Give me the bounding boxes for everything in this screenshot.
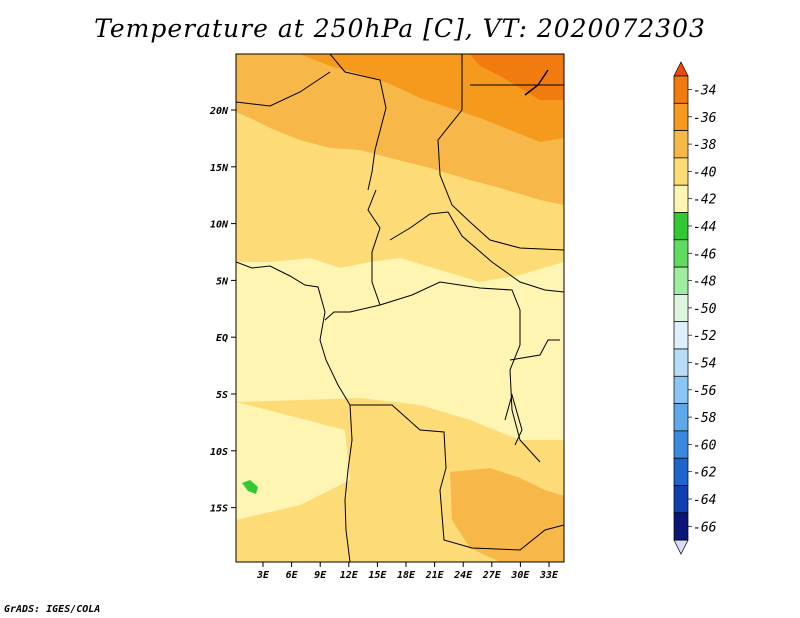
border-6 (379, 281, 541, 463)
lat-label: EQ (216, 333, 228, 344)
colorbar-cell (673, 430, 689, 459)
colorbar-label: -60 (693, 438, 717, 453)
border-3 (236, 71, 331, 107)
colorbar-label: -44 (693, 220, 716, 235)
colorbar-label: -42 (693, 193, 717, 208)
lat-label: 10N (210, 220, 229, 231)
border-2 (437, 54, 564, 251)
border-9 (509, 339, 560, 361)
border-5 (389, 211, 564, 293)
latitude-axis: 20N 15N 10N 5N EQ 5S 10S 15S (209, 106, 236, 515)
border-4 (324, 189, 381, 321)
lon-label: 24E (453, 570, 473, 581)
colorbar-bottom-arrow (673, 539, 689, 555)
colorbar-cell (673, 75, 689, 104)
field-band-34 (470, 54, 564, 100)
temperature-field (236, 54, 564, 562)
colorbar-label: -46 (693, 247, 717, 262)
colorbar-cell (673, 212, 689, 241)
colorbar-cell (673, 403, 689, 432)
lat-label: 5N (216, 276, 229, 287)
lon-label: 9E (314, 570, 327, 581)
lat-label: 15S (210, 504, 228, 515)
colorbar-label: -34 (693, 84, 716, 99)
colorbar-label: -36 (693, 111, 717, 126)
west-coastline (236, 261, 353, 562)
lon-label: 21E (425, 570, 445, 581)
field-south-38 (450, 468, 564, 562)
colorbar-label: -58 (693, 411, 717, 426)
lat-label: 15N (210, 163, 229, 174)
lat-label: 20N (209, 106, 229, 117)
lon-label: 3E (256, 570, 270, 581)
colorbar-cell (673, 294, 689, 323)
red-sea-coast (524, 69, 549, 96)
colorbar-label: -56 (693, 384, 717, 399)
colorbar-cell (673, 102, 689, 131)
colorbar-label: -66 (693, 520, 717, 535)
border-7 (350, 404, 564, 551)
lon-label: 12E (340, 570, 359, 581)
colorbar-cell (673, 485, 689, 514)
colorbar-label: -64 (693, 493, 716, 508)
lon-label: 27E (482, 570, 502, 581)
field-patch-46 (242, 480, 258, 494)
colorbar-cell (673, 512, 689, 541)
map-title: Temperature at 250hPa [C], VT: 202007230… (94, 14, 706, 43)
credit-text: GrADS: IGES/COLA (4, 604, 101, 615)
longitude-axis: 3E 6E 9E 12E 15E 18E 21E 24E 27E 30E 33E (256, 562, 559, 581)
colorbar-label: -54 (693, 357, 716, 372)
colorbar-label: -48 (693, 275, 717, 290)
colorbar-label: -50 (693, 302, 717, 317)
colorbar-cell (673, 157, 689, 186)
colorbar-label: -40 (693, 165, 717, 180)
colorbar-cell (673, 239, 689, 268)
lon-label: 18E (397, 570, 416, 581)
lon-label: 15E (368, 570, 387, 581)
colorbar-label: -62 (693, 466, 717, 481)
colorbar-label: -38 (693, 138, 717, 153)
colorbar-top-arrow (673, 61, 689, 77)
colorbar-cell (673, 375, 689, 404)
colorbar-cell (673, 321, 689, 350)
colorbar-cell (673, 184, 689, 213)
lake-outline (504, 393, 523, 446)
lat-label: 10S (210, 447, 228, 458)
map-frame (235, 53, 565, 563)
colorbar-cell (673, 130, 689, 159)
coastlines-borders (236, 54, 564, 562)
colorbar-cell (673, 348, 689, 377)
border-1 (329, 54, 387, 191)
lon-label: 30E (510, 570, 530, 581)
lon-label: 33E (539, 570, 559, 581)
field-band-36 (300, 54, 564, 142)
colorbar: -34 -36 -38 -40 -42 -44 -46 -48 -50 -52 -54 -56 -58 -… (673, 61, 717, 555)
colorbar-cell (673, 457, 689, 486)
colorbar-cell (673, 266, 689, 295)
lat-label: 5S (216, 390, 228, 401)
colorbar-label: -52 (693, 329, 717, 344)
lon-label: 6E (286, 570, 299, 581)
